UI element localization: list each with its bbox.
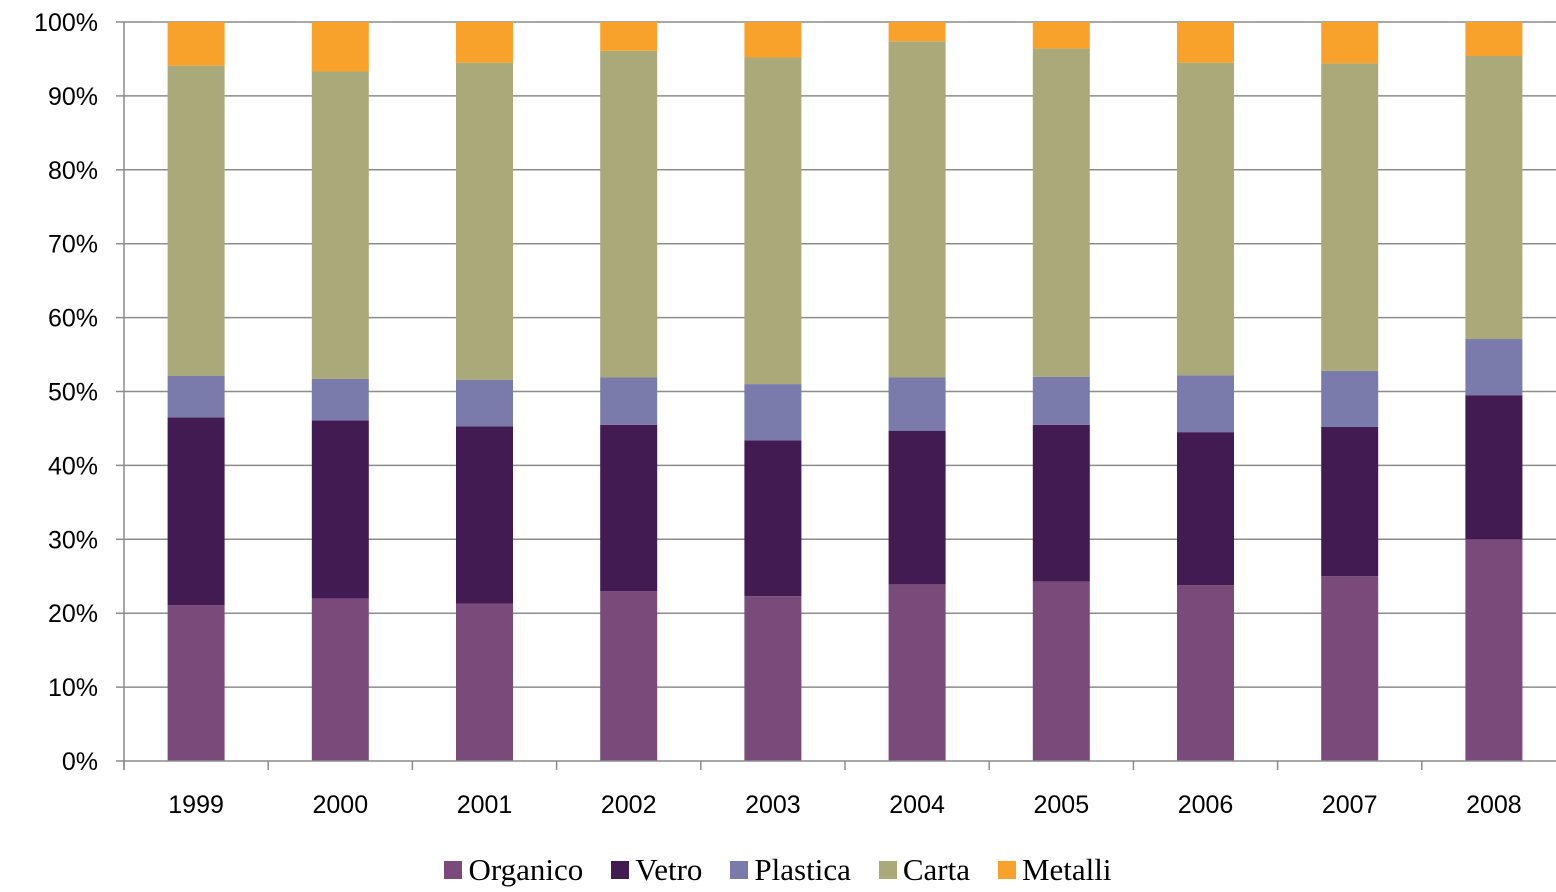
bar-segment-carta — [1465, 55, 1523, 340]
bar-segment-plastica — [1177, 375, 1234, 433]
x-tick-label: 2003 — [745, 791, 801, 819]
bar-segment-organico — [600, 591, 658, 761]
bar-segment-metalli — [1177, 22, 1234, 63]
legend-label: Metalli — [1021, 852, 1112, 887]
bar-segment-metalli — [744, 22, 802, 58]
x-tick-label: 2008 — [1466, 791, 1522, 819]
bar-segment-plastica — [1032, 376, 1090, 425]
y-tick-label: 50% — [48, 379, 98, 407]
bar-segment-organico — [167, 605, 225, 761]
x-tick-label: 2002 — [601, 791, 657, 819]
y-tick-label: 20% — [48, 600, 98, 628]
bar-segment-metalli — [600, 22, 658, 51]
bar-segment-vetro — [167, 417, 225, 606]
legend-swatch — [611, 861, 630, 879]
bar-segment-organico — [1177, 585, 1234, 761]
tick-labels: 0% 10% 20% 30% 40% 50% 60% 70% 80% 90% 100% 1999 200… — [34, 9, 1522, 819]
legend-swatch — [878, 861, 897, 879]
bar-segment-vetro — [1321, 426, 1379, 577]
bar-segment-vetro — [600, 424, 658, 592]
bar-segment-vetro — [744, 440, 802, 597]
y-tick-label: 70% — [48, 231, 98, 259]
bar-segment-carta — [1321, 63, 1379, 371]
bar-segment-plastica — [888, 377, 946, 431]
legend-item-carta: Carta — [878, 852, 970, 888]
bar-segment-carta — [600, 50, 658, 378]
bar-segment-metalli — [456, 22, 513, 63]
bar-segment-metalli — [1321, 22, 1379, 64]
x-tick-label: 2006 — [1178, 791, 1234, 819]
bar-segment-plastica — [1321, 370, 1379, 427]
bar-segment-organico — [1465, 539, 1523, 761]
x-tick-label: 1999 — [168, 791, 224, 819]
bar-segment-plastica — [167, 375, 225, 418]
x-tick-label: 2001 — [457, 791, 513, 819]
bar-segment-plastica — [1465, 339, 1523, 396]
y-tick-label: 80% — [48, 157, 98, 185]
bar-segment-vetro — [456, 426, 513, 604]
x-tick-label: 2005 — [1033, 791, 1089, 819]
bar-segment-metalli — [1465, 22, 1523, 56]
bar-segment-plastica — [456, 379, 513, 427]
bar-segment-vetro — [888, 430, 946, 585]
y-tick-label: 30% — [48, 526, 98, 554]
bars — [167, 22, 1523, 761]
bar-segment-plastica — [311, 378, 369, 421]
bar-segment-metalli — [167, 22, 225, 66]
bar-segment-carta — [167, 65, 225, 376]
bar-segment-vetro — [1177, 432, 1234, 586]
bar-segment-carta — [1032, 48, 1090, 377]
legend-swatch — [444, 861, 463, 879]
bar-segment-plastica — [744, 384, 802, 441]
bar-segment-organico — [888, 584, 946, 761]
bar-segment-carta — [311, 71, 369, 379]
bar-segment-vetro — [1465, 395, 1523, 540]
legend: Organico Vetro Plastica Carta Metalli — [0, 848, 1556, 892]
y-tick-label: 10% — [48, 674, 98, 702]
legend-label: Plastica — [754, 852, 851, 887]
y-tick-label: 60% — [48, 305, 98, 333]
bar-segment-metalli — [1032, 22, 1090, 49]
bar-segment-carta — [456, 62, 513, 380]
y-tick-label: 40% — [48, 452, 98, 480]
bar-segment-carta — [744, 57, 802, 385]
legend-label: Vetro — [635, 852, 703, 887]
x-tick-label: 2007 — [1322, 791, 1378, 819]
bar-segment-organico — [744, 596, 802, 761]
bar-segment-organico — [311, 598, 369, 761]
x-tick-label: 2004 — [889, 791, 945, 819]
bar-segment-organico — [1321, 576, 1379, 761]
legend-item-plastica: Plastica — [730, 852, 851, 888]
y-tick-label: 100% — [34, 9, 98, 37]
bar-segment-metalli — [888, 22, 946, 42]
bar-segment-carta — [888, 41, 946, 378]
bar-segment-vetro — [311, 420, 369, 599]
x-tick-label: 2000 — [312, 791, 368, 819]
legend-label: Carta — [902, 852, 970, 887]
y-tick-label: 0% — [62, 748, 98, 776]
bar-segment-organico — [456, 603, 513, 761]
legend-swatch — [730, 861, 749, 879]
legend-item-metalli: Metalli — [997, 852, 1112, 888]
y-tick-label: 90% — [48, 83, 98, 111]
bar-segment-vetro — [1032, 424, 1090, 582]
axes — [116, 21, 1556, 770]
bar-segment-metalli — [311, 22, 369, 72]
legend-item-vetro: Vetro — [611, 852, 702, 888]
bar-segment-plastica — [600, 377, 658, 425]
legend-label: Organico — [468, 852, 584, 887]
bar-segment-organico — [1032, 581, 1090, 761]
legend-item-organico: Organico — [444, 852, 583, 888]
bar-segment-carta — [1177, 62, 1234, 376]
legend-swatch — [997, 861, 1016, 879]
